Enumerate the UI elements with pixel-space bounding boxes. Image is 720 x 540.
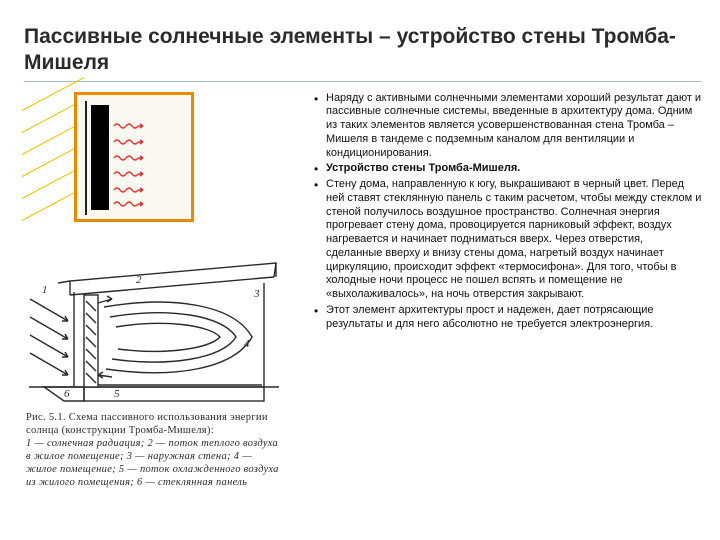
heat-arrow-icon xyxy=(113,165,147,173)
black-wall xyxy=(91,105,109,210)
house-scheme-svg: 1 2 3 4 5 6 xyxy=(24,237,284,407)
content-row: 1 2 3 4 5 6 Рис. 5.1. Схема пассивного и… xyxy=(24,92,702,490)
heat-arrow-icon xyxy=(113,117,147,125)
bullet-item: Наряду с активными солнечными элементами… xyxy=(314,92,702,161)
label-4: 4 xyxy=(244,338,250,350)
glass-panel xyxy=(85,101,87,215)
label-2: 2 xyxy=(136,274,142,286)
text-column: Наряду с активными солнечными элементами… xyxy=(314,92,702,490)
figure-house-scheme: 1 2 3 4 5 6 Рис. 5.1. Схема пассивного и… xyxy=(24,237,284,490)
heat-arrow-icon xyxy=(113,195,147,203)
figure-trombe-wall-small xyxy=(24,92,194,227)
label-1: 1 xyxy=(42,284,48,296)
label-5: 5 xyxy=(114,388,120,400)
slide-root: Пассивные солнечные элементы – устройств… xyxy=(0,0,720,499)
slide-title: Пассивные солнечные элементы – устройств… xyxy=(24,24,702,77)
heat-arrow-icon xyxy=(113,149,147,157)
bullet-item: Стену дома, направленную к югу, выкрашив… xyxy=(314,178,702,302)
figure1-frame xyxy=(74,92,194,222)
caption-line1: Рис. 5.1. Схема пассивного использования… xyxy=(26,412,268,436)
figure-caption: Рис. 5.1. Схема пассивного использования… xyxy=(24,407,284,490)
bullet-item: Устройство стены Тромба-Мишеля. xyxy=(314,162,702,176)
heat-arrow-icon xyxy=(113,133,147,141)
label-6: 6 xyxy=(64,388,70,400)
label-3: 3 xyxy=(253,288,260,300)
heat-arrow-icon xyxy=(113,181,147,189)
bullet-item: Этот элемент архитектуры прост и надежен… xyxy=(314,304,702,332)
bullet-list: Наряду с активными солнечными элементами… xyxy=(314,92,702,332)
caption-line2: 1 — солнечная радиация; 2 — поток теплог… xyxy=(26,438,279,488)
figures-column: 1 2 3 4 5 6 Рис. 5.1. Схема пассивного и… xyxy=(24,92,304,490)
title-bar: Пассивные солнечные элементы – устройств… xyxy=(24,24,702,82)
